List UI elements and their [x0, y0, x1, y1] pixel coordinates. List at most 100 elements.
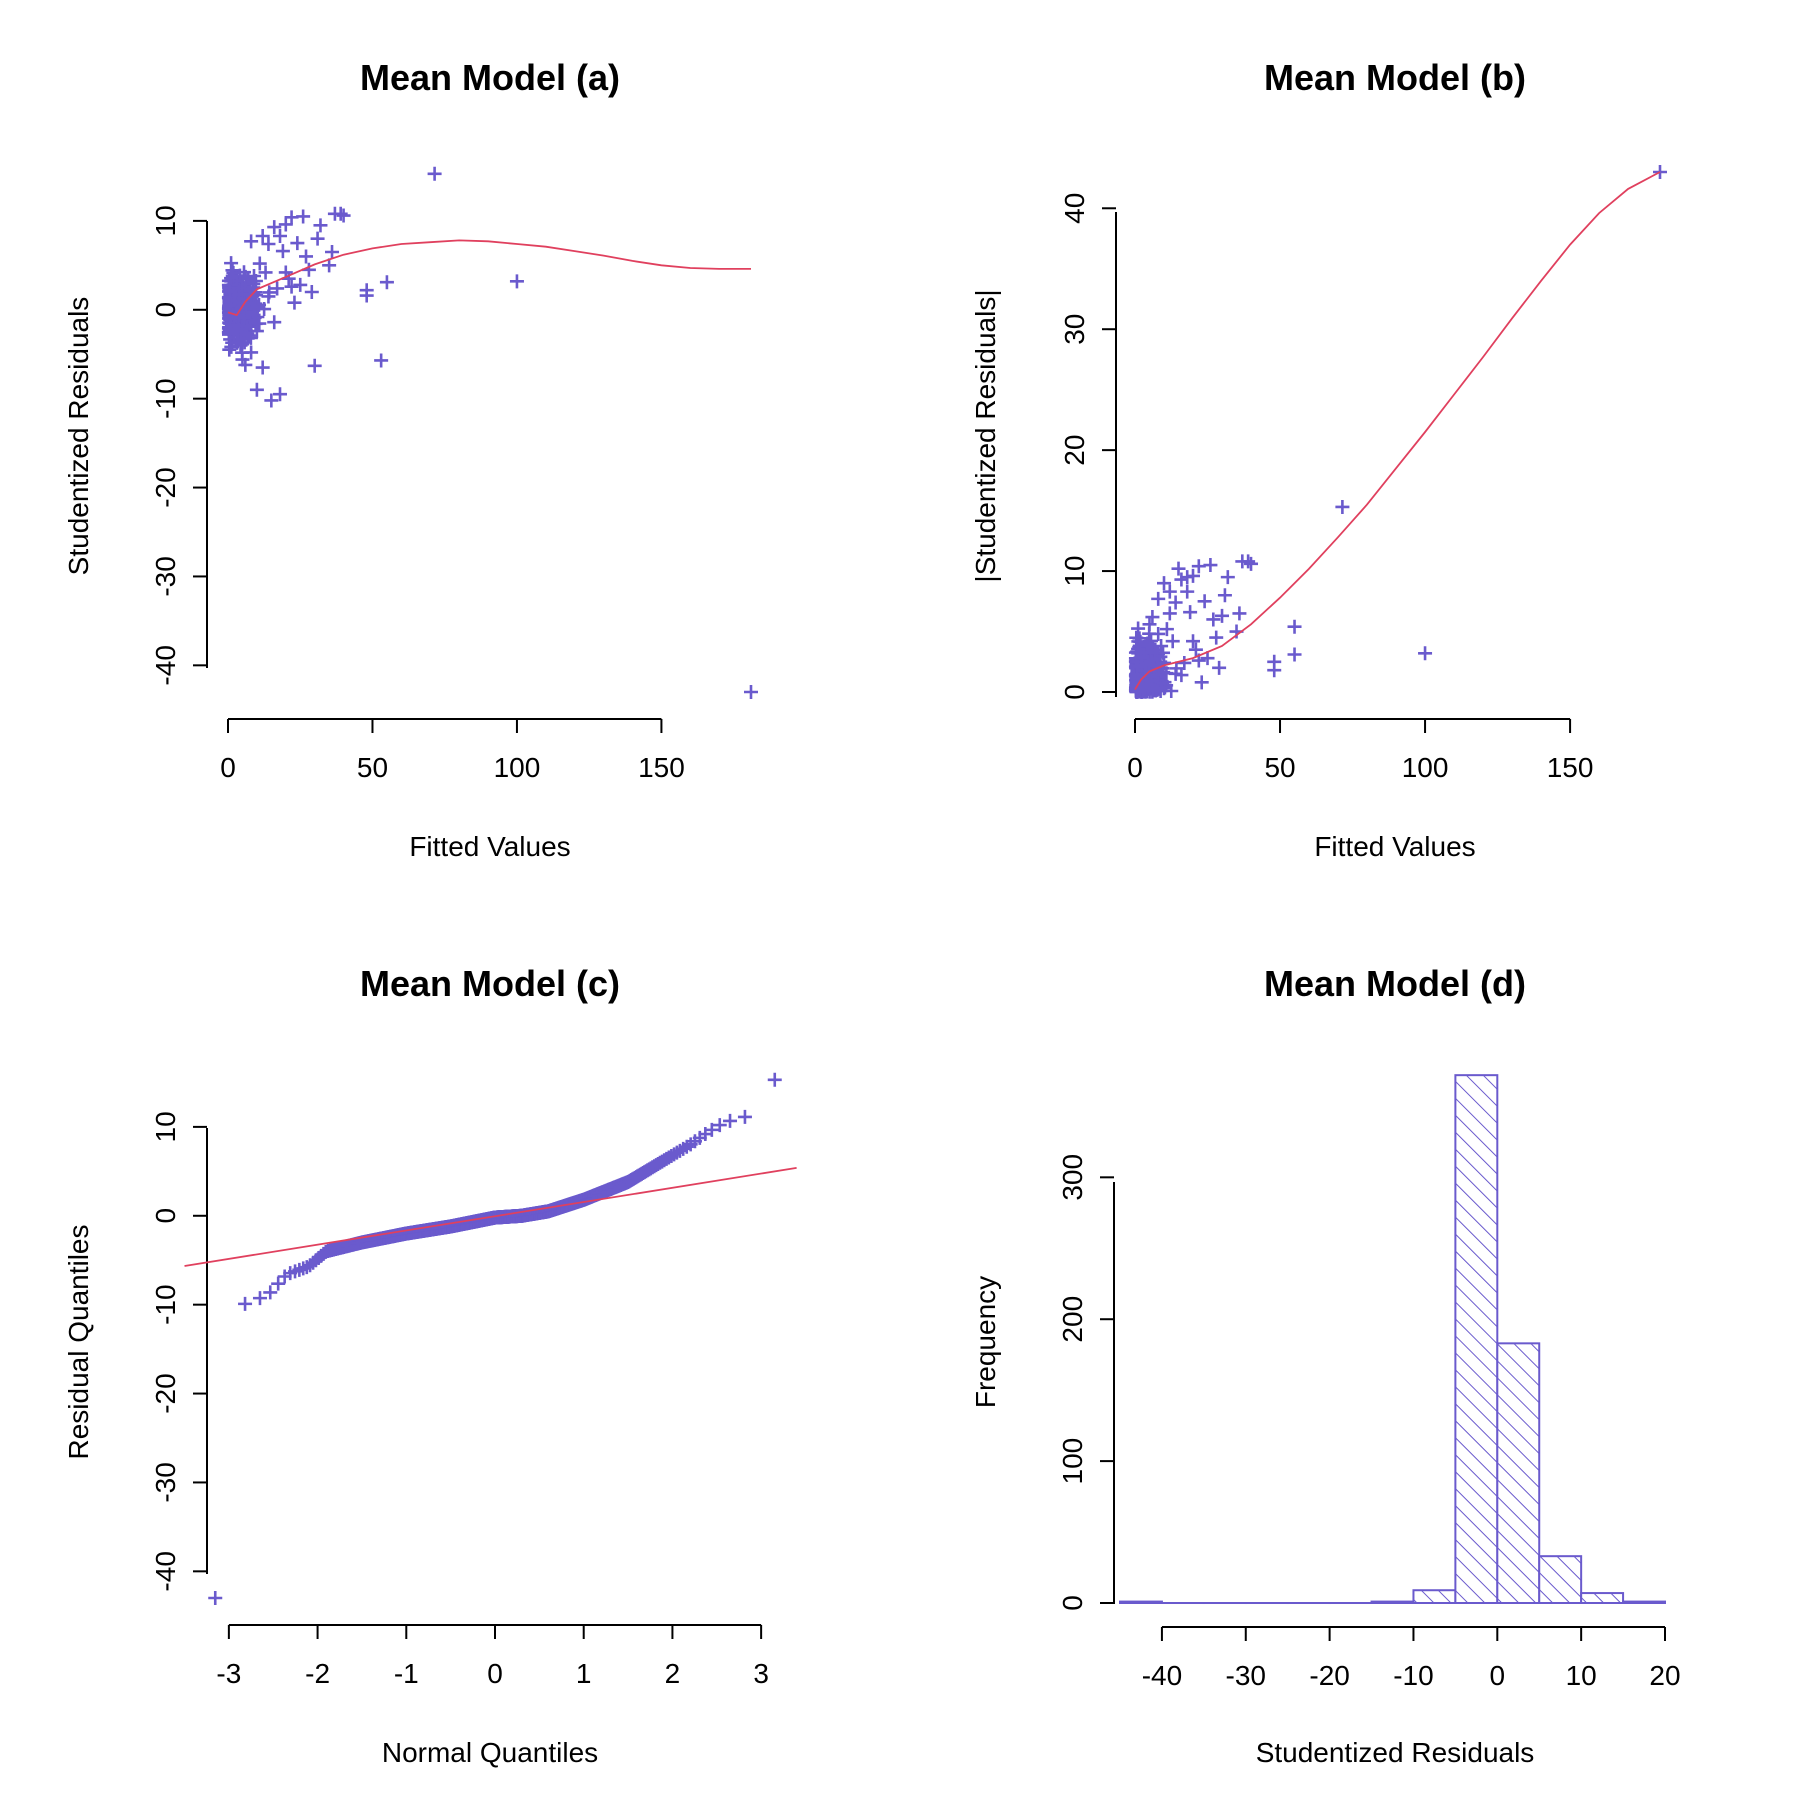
data-point [1131, 641, 1146, 656]
data-point [273, 229, 288, 243]
data-point [224, 256, 239, 271]
data-point [1130, 660, 1145, 675]
data-point [238, 1296, 253, 1311]
data-point [1206, 612, 1221, 627]
data-point [1335, 499, 1350, 514]
data-point [1287, 619, 1302, 634]
x-tick-label: -3 [216, 1658, 241, 1689]
data-point [267, 315, 282, 330]
data-point [336, 208, 351, 223]
panel-b-marks [1128, 165, 1667, 699]
data-point [359, 283, 374, 298]
y-tick-label: 100 [1057, 1438, 1088, 1485]
data-point [307, 358, 322, 373]
data-point [1241, 554, 1256, 569]
y-tick-label: 10 [150, 205, 181, 236]
y-tick-label: -40 [150, 645, 181, 685]
y-tick-label: -10 [150, 378, 181, 418]
data-point [249, 382, 264, 397]
data-point [1171, 561, 1186, 576]
qq-reference-line [184, 1166, 797, 1267]
data-point [1244, 556, 1259, 571]
data-point [1209, 630, 1224, 645]
data-point [1145, 610, 1160, 625]
y-tick-label: 10 [150, 1111, 181, 1142]
histogram-bar [1538, 1555, 1583, 1604]
y-tick-label: 300 [1057, 1154, 1088, 1201]
data-point [1165, 634, 1180, 649]
data-point [325, 245, 340, 259]
data-point [1267, 654, 1282, 669]
data-point [258, 265, 273, 280]
data-point [249, 324, 264, 339]
data-point [1177, 655, 1192, 670]
panel-d-marks [1119, 1074, 1666, 1605]
data-point [374, 353, 389, 368]
data-point [1220, 570, 1235, 585]
x-tick-label: -20 [1309, 1660, 1349, 1691]
histogram-bar [1580, 1592, 1625, 1605]
data-point [1157, 680, 1172, 695]
x-tick-label: 0 [1490, 1660, 1506, 1691]
data-point [290, 236, 305, 251]
data-point [240, 331, 255, 346]
data-point [1186, 634, 1201, 649]
y-tick-label: 0 [150, 302, 181, 318]
data-point [252, 1291, 267, 1306]
data-point [1200, 651, 1215, 666]
data-point [1215, 608, 1230, 623]
y-tick-label: 30 [1059, 314, 1090, 345]
x-tick-label: 2 [665, 1658, 681, 1689]
data-point [224, 271, 239, 286]
x-tick-label: 100 [1402, 752, 1449, 783]
x-tick-label: 0 [1127, 752, 1143, 783]
data-point [284, 210, 299, 225]
y-tick-label: -30 [150, 1462, 181, 1502]
panel-b: Mean Model (b) Fitted Values |Studentize… [970, 57, 1667, 862]
panel-b-title: Mean Model (b) [1264, 57, 1526, 98]
panel-a-marks [221, 166, 758, 699]
data-point [261, 289, 276, 304]
data-point [1151, 591, 1166, 606]
data-point [1162, 584, 1177, 599]
panel-d: Mean Model (d) Studentized Residuals Fre… [970, 963, 1681, 1768]
data-point [333, 206, 348, 221]
x-tick-label: -1 [394, 1658, 419, 1689]
data-point [255, 229, 270, 243]
y-tick-label: 0 [150, 1208, 181, 1224]
data-point [208, 1591, 223, 1605]
data-point [1162, 606, 1177, 621]
panel-a-axes: 0 50 100 150 -40 -30 -20 -10 0 10 [150, 205, 685, 783]
panel-d-xlabel: Studentized Residuals [1256, 1737, 1535, 1768]
data-point [267, 220, 282, 235]
y-tick-label: 10 [1059, 555, 1090, 586]
data-point [252, 316, 267, 331]
panel-c-xlabel: Normal Quantiles [382, 1737, 598, 1768]
data-point [1232, 606, 1247, 621]
histogram-bar [1454, 1074, 1499, 1604]
data-point [723, 1113, 738, 1128]
y-tick-label: 20 [1059, 435, 1090, 466]
x-tick-label: 3 [753, 1658, 769, 1689]
data-point [1132, 631, 1147, 646]
data-point [263, 1285, 278, 1300]
y-tick-label: -10 [150, 1284, 181, 1324]
panel-a-xlabel: Fitted Values [409, 831, 570, 862]
data-point [1194, 675, 1209, 690]
data-point [252, 256, 267, 271]
data-point [712, 1118, 727, 1133]
y-tick-label: 0 [1059, 684, 1090, 700]
x-tick-label: -10 [1393, 1660, 1433, 1691]
data-point [1180, 584, 1195, 599]
data-point [509, 274, 524, 289]
data-point [1174, 668, 1189, 683]
data-point [1168, 595, 1183, 610]
panel-c-title: Mean Model (c) [360, 963, 620, 1004]
data-point [278, 217, 293, 232]
data-point [1188, 642, 1203, 657]
data-point [1148, 642, 1163, 657]
x-tick-label: -40 [1142, 1660, 1182, 1691]
